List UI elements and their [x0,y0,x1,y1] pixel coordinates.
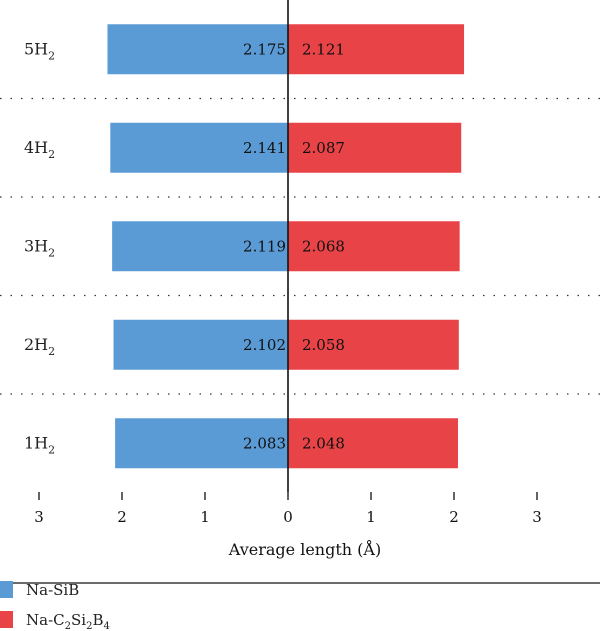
bar [288,122,462,173]
data-label: 2.121 [302,40,345,58]
x-tick-label: 1 [200,508,210,526]
bars-layer [107,24,465,469]
legend-swatch [0,611,13,628]
data-label: 2.083 [243,434,286,452]
x-tick-label: 2 [449,508,459,526]
bar [115,418,289,469]
data-label: 2.087 [302,139,345,157]
category-label: 3H2 [24,236,55,259]
category-label: 4H2 [24,138,55,161]
bar [288,221,460,272]
bar [113,319,288,370]
legend-label: Na-C2Si2B4 [26,611,110,631]
bar [288,418,458,469]
category-label: 5H2 [24,39,55,62]
legend-label: Na-SiB [26,581,79,599]
x-tick-label: 3 [34,508,44,526]
axis-layer: 1H2 2H2 3H2 4H2 5H2 3 2 1 0 1 2 3 [24,0,542,526]
bar [288,319,459,370]
legend-swatch [0,581,13,598]
x-tick-label: 0 [283,508,293,526]
bar [107,24,288,75]
data-label: 2.048 [302,434,345,452]
data-label: 2.141 [243,139,286,157]
data-label: 2.058 [302,336,345,354]
category-label: 1H2 [24,433,55,456]
x-tick-label: 2 [117,508,127,526]
x-axis-title: Average length (Å) [228,539,381,559]
x-tick-label: 1 [366,508,376,526]
data-label: 2.068 [302,237,345,255]
legend: Na-SiB Na-C2Si2B4 [0,581,600,631]
value-labels-layer: 2.083 2.102 2.119 2.141 2.175 2.048 2.058 2.068… [243,40,345,452]
category-label: 2H2 [24,335,55,358]
bar [110,122,288,173]
data-label: 2.175 [243,40,286,58]
data-label: 2.119 [243,237,286,255]
bar [288,24,465,75]
bar [112,221,288,272]
x-tick-label: 3 [532,508,542,526]
data-label: 2.102 [243,336,286,354]
